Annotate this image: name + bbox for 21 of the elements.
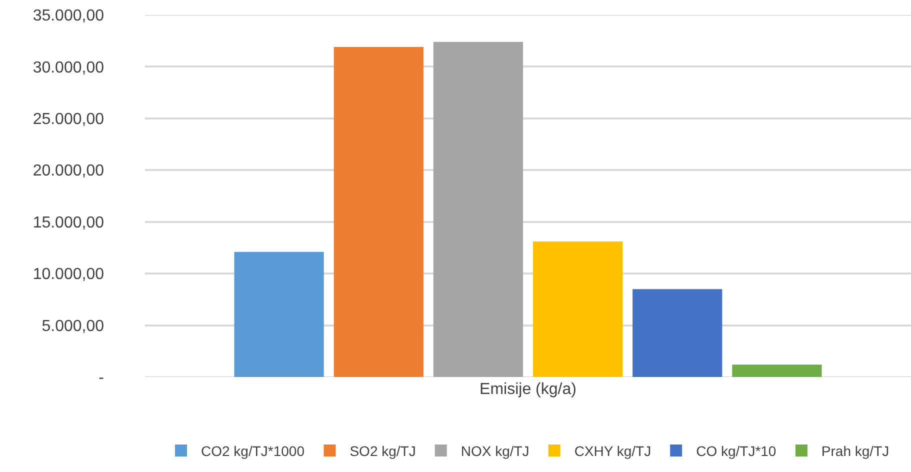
legend-label: CO kg/TJ*10 — [696, 442, 776, 459]
bar — [532, 242, 623, 377]
y-tick-label: - — [98, 370, 104, 387]
y-tick-label: 20.000,00 — [32, 162, 104, 180]
legend-label: Prah kg/TJ — [821, 442, 890, 459]
legend-label: CO2 kg/TJ*1000 — [201, 442, 305, 459]
bar — [632, 289, 722, 377]
legend-label: SO2 kg/TJ — [350, 442, 416, 459]
x-tick-label: Emisije (kg/a) — [480, 381, 576, 398]
bar — [234, 252, 324, 377]
legend-label: NOX kg/TJ — [460, 442, 530, 459]
bar — [334, 47, 424, 377]
y-tick-label: 10.000,00 — [32, 266, 104, 284]
y-tick-label: 5.000,00 — [42, 318, 104, 335]
bar — [433, 42, 524, 377]
y-tick-label: 15.000,00 — [32, 214, 104, 232]
bar — [732, 364, 822, 377]
y-tick-label: 25.000,00 — [32, 111, 104, 128]
y-tick-label: 30.000,00 — [32, 59, 104, 76]
y-tick-label: 35.000,00 — [32, 8, 104, 25]
legend-label: CXHY kg/TJ — [574, 442, 652, 459]
